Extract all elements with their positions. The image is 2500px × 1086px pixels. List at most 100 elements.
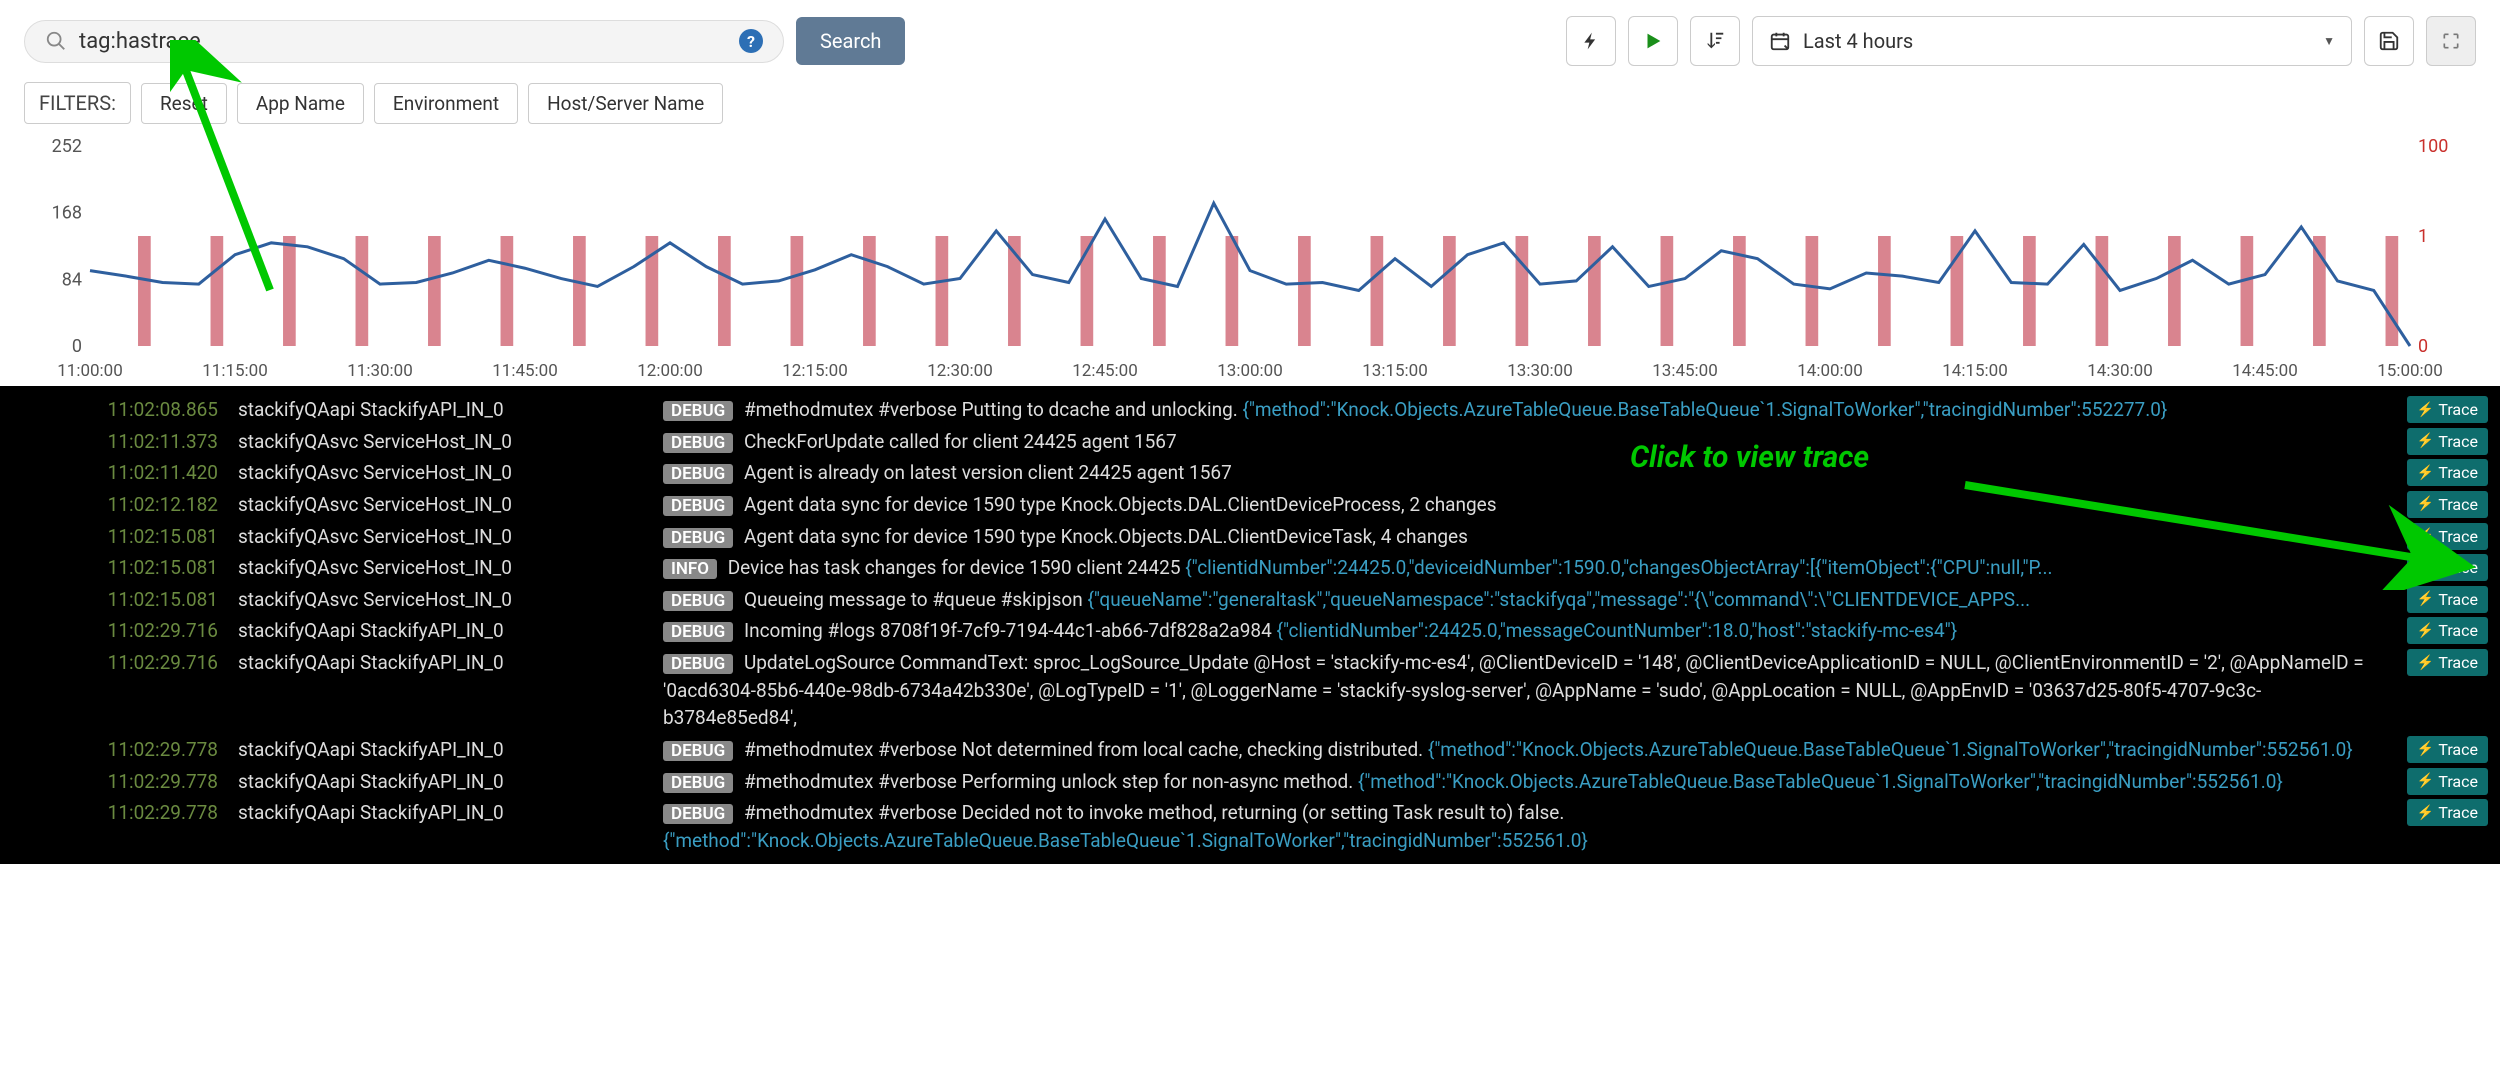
- search-icon: [45, 30, 67, 52]
- log-row[interactable]: 11:02:11.373 stackifyQAsvc ServiceHost_IN…: [8, 426, 2500, 458]
- search-button[interactable]: Search: [796, 17, 905, 65]
- help-icon[interactable]: ?: [739, 29, 763, 53]
- svg-text:14:30:00: 14:30:00: [2087, 361, 2153, 381]
- log-message: DEBUG #methodmutex #verbose Performing u…: [663, 768, 2387, 796]
- filters-row: FILTERS: Reset App Name Environment Host…: [0, 82, 2500, 136]
- log-message: INFO Device has task changes for device …: [663, 554, 2387, 582]
- log-row[interactable]: 11:02:15.081 stackifyQAsvc ServiceHost_IN…: [8, 584, 2500, 616]
- log-source: stackifyQAsvc ServiceHost_IN_0: [238, 586, 643, 614]
- log-source: stackifyQAapi StackifyAPI_IN_0: [238, 768, 643, 796]
- log-timestamp: 11:02:12.182: [8, 491, 218, 519]
- log-timestamp: 11:02:15.081: [8, 586, 218, 614]
- svg-text:168: 168: [52, 203, 82, 224]
- svg-text:14:45:00: 14:45:00: [2232, 361, 2298, 381]
- log-message: DEBUG UpdateLogSource CommandText: sproc…: [663, 649, 2387, 732]
- log-level: DEBUG: [663, 804, 733, 824]
- trace-button[interactable]: Trace: [2407, 586, 2488, 613]
- log-row[interactable]: 11:02:15.081 stackifyQAsvc ServiceHost_IN…: [8, 552, 2500, 584]
- log-source: stackifyQAsvc ServiceHost_IN_0: [238, 554, 643, 582]
- log-level: DEBUG: [663, 773, 733, 793]
- log-timestamp: 11:02:29.716: [8, 617, 218, 645]
- play-button[interactable]: [1628, 16, 1678, 66]
- log-row[interactable]: 11:02:29.778 stackifyQAapi StackifyAPI_IN…: [8, 766, 2500, 798]
- log-row[interactable]: 11:02:08.865stackifyQAapi StackifyAPI_IN…: [8, 394, 2500, 426]
- log-row[interactable]: 11:02:11.420stackifyQAsvc ServiceHost_IN…: [8, 457, 2500, 489]
- log-message: DEBUG Agent data sync for device 1590 ty…: [663, 523, 2387, 551]
- log-level: DEBUG: [663, 401, 733, 421]
- svg-text:13:45:00: 13:45:00: [1652, 361, 1718, 381]
- log-level: DEBUG: [663, 654, 733, 674]
- log-row[interactable]: 11:02:12.182 stackifyQAsvc ServiceHost_IN…: [8, 489, 2500, 521]
- svg-text:11:45:00: 11:45:00: [492, 361, 558, 381]
- svg-text:13:30:00: 13:30:00: [1507, 361, 1573, 381]
- log-timestamp: 11:02:29.778: [8, 736, 218, 764]
- svg-text:11:30:00: 11:30:00: [347, 361, 413, 381]
- save-button[interactable]: [2364, 16, 2414, 66]
- search-input[interactable]: [79, 29, 739, 54]
- topbar: ? Search Last 4 hours: [0, 0, 2500, 82]
- log-level: DEBUG: [663, 528, 733, 548]
- svg-text:12:00:00: 12:00:00: [637, 361, 703, 381]
- trace-button[interactable]: Trace: [2407, 523, 2488, 550]
- svg-text:11:15:00: 11:15:00: [202, 361, 268, 381]
- svg-text:12:45:00: 12:45:00: [1072, 361, 1138, 381]
- log-timestamp: 11:02:29.778: [8, 768, 218, 796]
- log-row[interactable]: 11:02:15.081stackifyQAsvc ServiceHost_IN…: [8, 521, 2500, 553]
- chart-svg: 0841682520110011:00:0011:15:0011:30:0011…: [40, 136, 2460, 386]
- log-source: stackifyQAapi StackifyAPI_IN_0: [238, 649, 643, 677]
- svg-text:13:00:00: 13:00:00: [1217, 361, 1283, 381]
- svg-text:12:15:00: 12:15:00: [782, 361, 848, 381]
- trace-button[interactable]: Trace: [2407, 554, 2488, 581]
- trace-button[interactable]: Trace: [2407, 491, 2488, 518]
- trace-button[interactable]: Trace: [2407, 428, 2488, 455]
- log-message: DEBUG Queueing message to #queue #skipjs…: [663, 586, 2387, 614]
- svg-text:11:00:00: 11:00:00: [57, 361, 123, 381]
- log-row[interactable]: 11:02:29.716 stackifyQAapi StackifyAPI_IN…: [8, 615, 2500, 647]
- log-message: DEBUG Incoming #logs 8708f19f-7cf9-7194-…: [663, 617, 2387, 645]
- filter-reset[interactable]: Reset: [141, 83, 227, 124]
- filters-label: FILTERS:: [24, 82, 131, 124]
- log-level: DEBUG: [663, 433, 733, 453]
- bolt-button[interactable]: [1566, 16, 1616, 66]
- filter-appname[interactable]: App Name: [237, 83, 364, 124]
- trace-button[interactable]: Trace: [2407, 768, 2488, 795]
- svg-text:0: 0: [2418, 336, 2428, 357]
- log-row[interactable]: 11:02:29.778stackifyQAapi StackifyAPI_IN…: [8, 797, 2500, 856]
- log-message: DEBUG #methodmutex #verbose Decided not …: [663, 799, 2387, 854]
- log-message: DEBUG #methodmutex #verbose Not determin…: [663, 736, 2387, 764]
- sort-button[interactable]: [1690, 16, 1740, 66]
- trace-button[interactable]: Trace: [2407, 799, 2488, 826]
- log-source: stackifyQAsvc ServiceHost_IN_0: [238, 491, 643, 519]
- log-source: stackifyQAsvc ServiceHost_IN_0: [238, 428, 643, 456]
- filter-host[interactable]: Host/Server Name: [528, 83, 723, 124]
- log-message: DEBUG CheckForUpdate called for client 2…: [663, 428, 2387, 456]
- svg-text:13:15:00: 13:15:00: [1362, 361, 1428, 381]
- svg-text:252: 252: [52, 136, 82, 157]
- trace-button[interactable]: Trace: [2407, 736, 2488, 763]
- time-range-select[interactable]: Last 4 hours: [1752, 16, 2352, 66]
- filter-environment[interactable]: Environment: [374, 83, 518, 124]
- svg-text:14:15:00: 14:15:00: [1942, 361, 2008, 381]
- time-range-label: Last 4 hours: [1803, 29, 1913, 53]
- log-level: INFO: [663, 559, 717, 579]
- log-timestamp: 11:02:29.716: [8, 649, 218, 677]
- trace-button[interactable]: Trace: [2407, 396, 2488, 423]
- log-panel: 11:02:08.865stackifyQAapi StackifyAPI_IN…: [0, 386, 2500, 864]
- log-row[interactable]: 11:02:29.716 stackifyQAapi StackifyAPI_IN…: [8, 647, 2500, 734]
- trace-button[interactable]: Trace: [2407, 617, 2488, 644]
- trace-button[interactable]: Trace: [2407, 459, 2488, 486]
- log-timestamp: 11:02:15.081: [8, 554, 218, 582]
- log-timestamp: 11:02:11.373: [8, 428, 218, 456]
- search-box[interactable]: ?: [24, 20, 784, 63]
- svg-text:1: 1: [2418, 226, 2428, 247]
- log-row[interactable]: 11:02:29.778stackifyQAapi StackifyAPI_IN…: [8, 734, 2500, 766]
- log-source: stackifyQAapi StackifyAPI_IN_0: [238, 396, 643, 424]
- log-timestamp: 11:02:29.778: [8, 799, 218, 827]
- log-level: DEBUG: [663, 464, 733, 484]
- log-message: DEBUG Agent data sync for device 1590 ty…: [663, 491, 2387, 519]
- fullscreen-button[interactable]: [2426, 16, 2476, 66]
- log-source: stackifyQAsvc ServiceHost_IN_0: [238, 459, 643, 487]
- trace-button[interactable]: Trace: [2407, 649, 2488, 676]
- log-source: stackifyQAapi StackifyAPI_IN_0: [238, 617, 643, 645]
- clock-icon: [1769, 30, 1791, 52]
